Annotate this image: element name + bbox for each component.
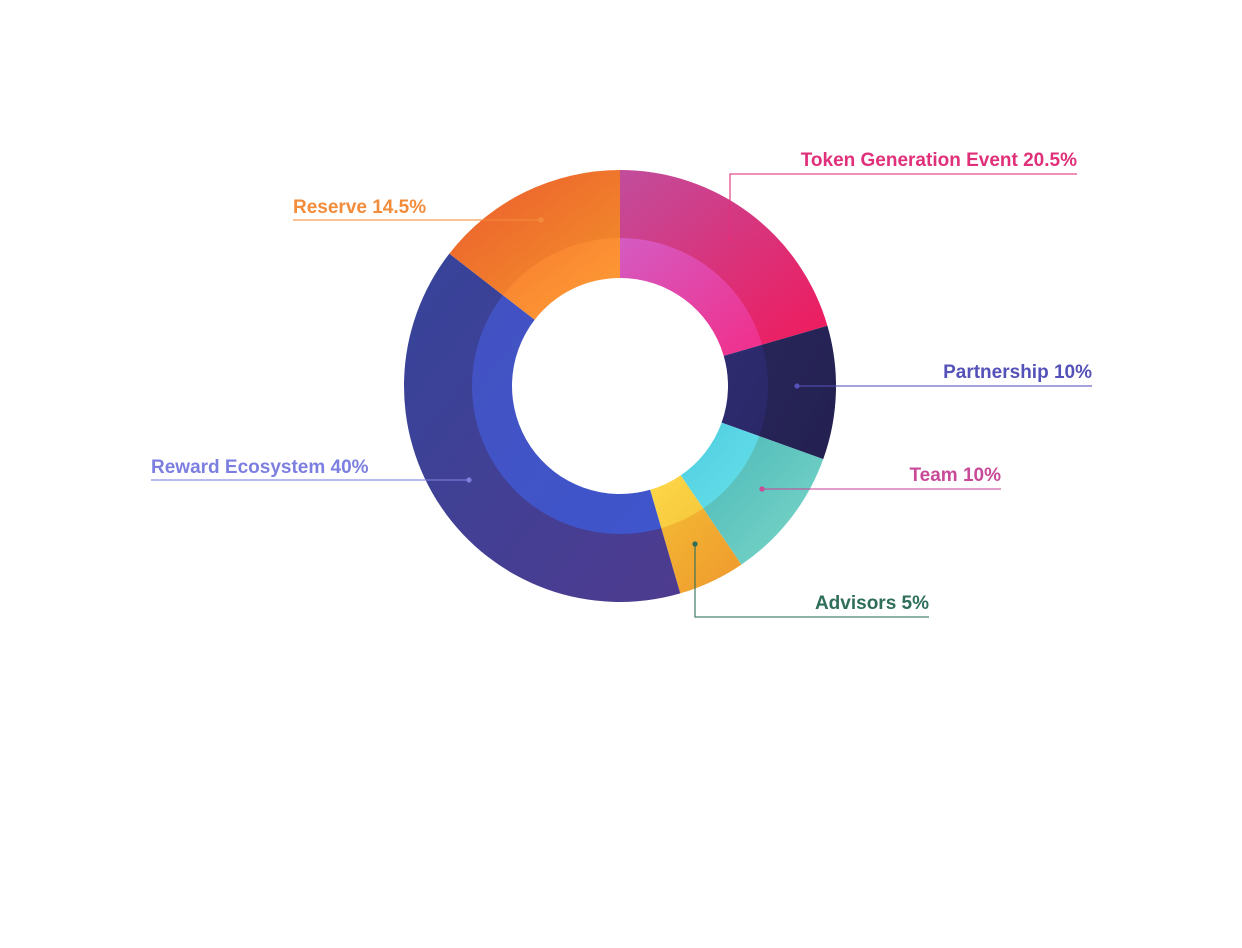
leader-line-advisors bbox=[694, 544, 929, 618]
leader-dot-partnership bbox=[794, 383, 800, 389]
leader-line-token-generation-event bbox=[729, 173, 1077, 239]
slice-labels: Token Generation Event 20.5% Partnership … bbox=[151, 150, 1092, 618]
slice-advisors-inner bbox=[650, 475, 704, 529]
slice-team-inner bbox=[680, 422, 760, 509]
leader-dot-team bbox=[759, 486, 765, 492]
label-reward-ecosystem: Reward Ecosystem 40% bbox=[151, 457, 369, 478]
slice-partnership-outer bbox=[758, 325, 836, 460]
label-advisors: Advisors 5% bbox=[815, 593, 929, 614]
slice-reserve-outer bbox=[449, 170, 620, 296]
label-team: Team 10% bbox=[909, 465, 1001, 486]
leader-dot-reward-ecosystem bbox=[466, 477, 472, 483]
label-partnership: Partnership 10% bbox=[943, 362, 1092, 383]
slice-partnership-inner bbox=[721, 344, 769, 437]
leader-dot-token-generation-event bbox=[727, 236, 733, 242]
slice-advisors-outer bbox=[661, 507, 742, 594]
label-reserve: Reserve 14.5% bbox=[293, 197, 426, 218]
donut-slices bbox=[403, 170, 836, 603]
leader-dot-advisors bbox=[692, 541, 698, 547]
slice-reserve-inner bbox=[503, 238, 620, 320]
slice-reward-ecosystem-outer bbox=[403, 253, 681, 603]
slice-token-generation-event-outer bbox=[620, 170, 828, 345]
slice-token-generation-event-inner bbox=[620, 238, 763, 356]
slice-reward-ecosystem-inner bbox=[471, 295, 662, 535]
label-token-generation-event: Token Generation Event 20.5% bbox=[801, 150, 1077, 171]
leader-dot-reserve bbox=[538, 217, 544, 223]
slice-team-outer bbox=[702, 435, 824, 565]
